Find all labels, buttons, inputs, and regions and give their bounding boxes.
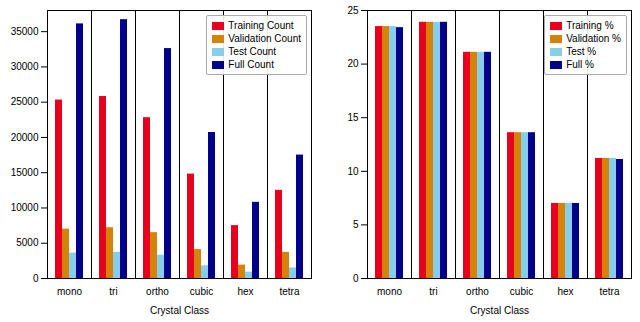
svg-text:mono: mono [57, 286, 82, 297]
svg-text:tri: tri [429, 286, 437, 297]
html-text:Full %: Full % [566, 59, 594, 70]
svg-text:cubic: cubic [510, 286, 533, 297]
html-text:Training Count: Training Count [228, 20, 294, 31]
svg-text:10000: 10000 [11, 202, 39, 213]
html-text:Full Count: Full Count [228, 59, 274, 70]
svg-text:mono: mono [377, 286, 402, 297]
svg-text:10: 10 [347, 166, 359, 177]
svg-text:15000: 15000 [11, 167, 39, 178]
svg-text:25000: 25000 [11, 96, 39, 107]
svg-text:15: 15 [347, 112, 359, 123]
svg-text:ortho: ortho [146, 286, 169, 297]
svg-text:5: 5 [353, 219, 359, 230]
svg-text:35000: 35000 [11, 26, 39, 37]
html-text:Training %: Training % [566, 20, 614, 31]
html-text:Test Count: Test Count [228, 46, 277, 57]
svg-text:hex: hex [237, 286, 253, 297]
html-text:Validation %: Validation % [566, 33, 621, 44]
svg-text:cubic: cubic [190, 286, 213, 297]
svg-text:hex: hex [557, 286, 573, 297]
html-text:Validation Count: Validation Count [228, 33, 301, 44]
svg-text:30000: 30000 [11, 61, 39, 72]
svg-text:20000: 20000 [11, 132, 39, 143]
svg-text:tetra: tetra [599, 286, 619, 297]
svg-text:Crystal Class: Crystal Class [470, 305, 529, 316]
svg-text:20: 20 [347, 58, 359, 69]
svg-text:0: 0 [33, 273, 39, 284]
svg-text:25: 25 [347, 5, 359, 16]
svg-text:tetra: tetra [279, 286, 299, 297]
svg-text:0: 0 [353, 273, 359, 284]
html-text:Test %: Test % [566, 46, 597, 57]
svg-text:5000: 5000 [16, 237, 39, 248]
svg-text:Crystal Class: Crystal Class [150, 305, 209, 316]
svg-text:tri: tri [109, 286, 117, 297]
svg-text:ortho: ortho [466, 286, 489, 297]
